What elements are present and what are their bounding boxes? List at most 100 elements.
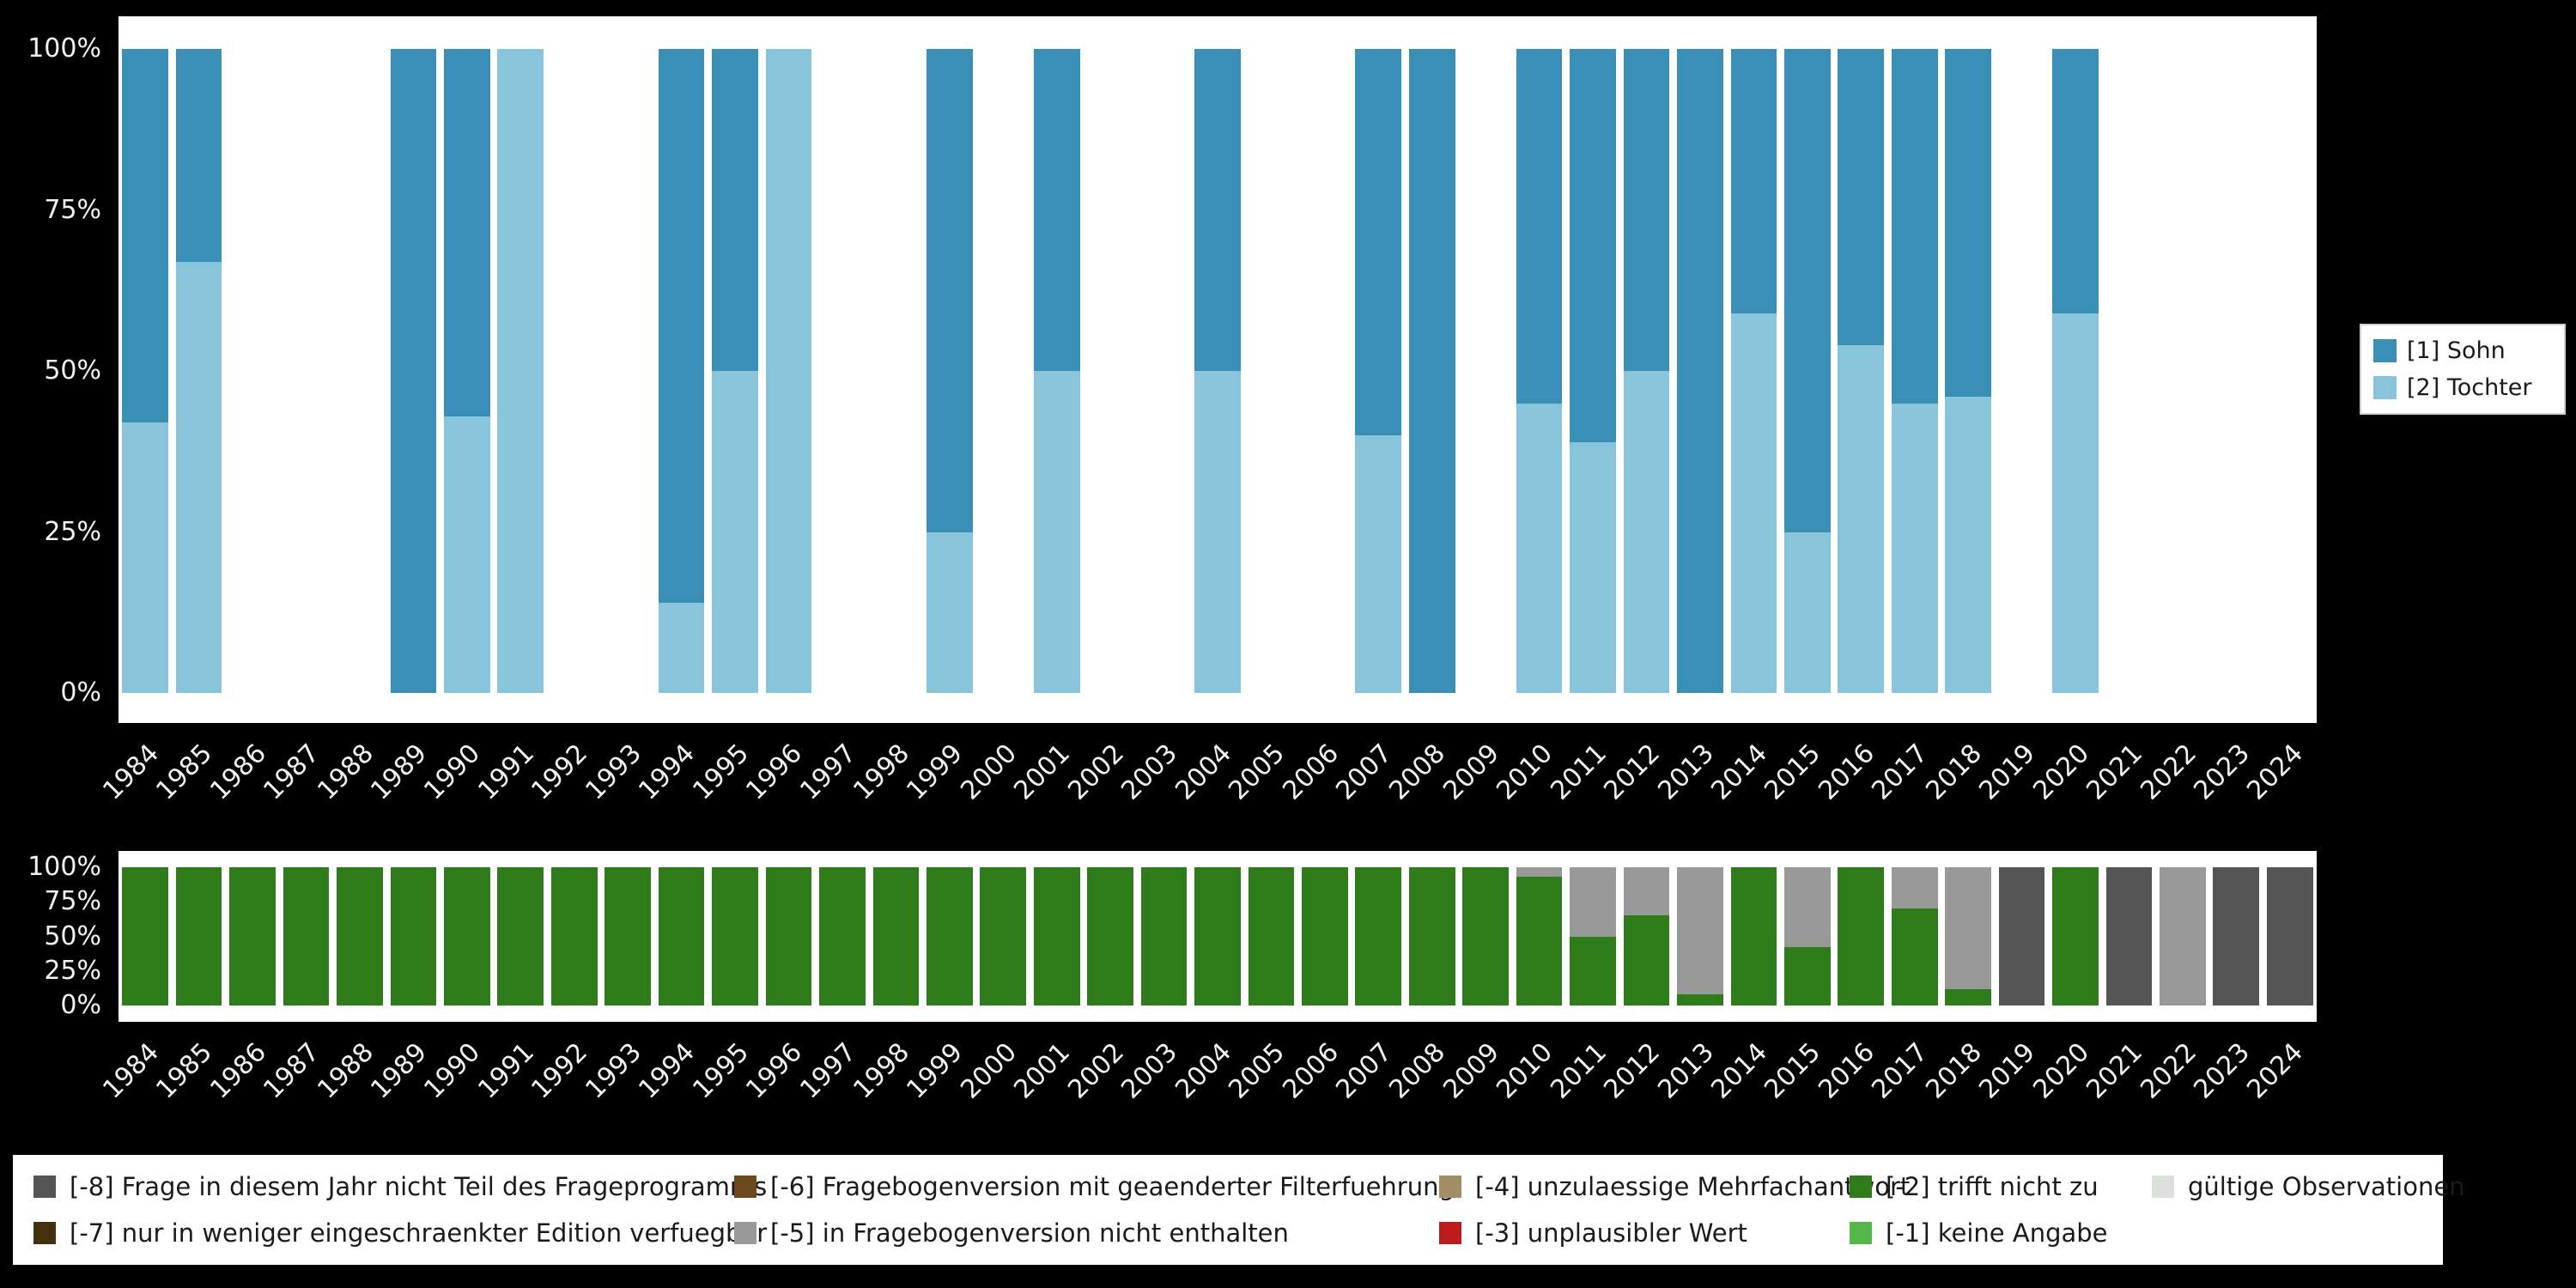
bar-segment (1033, 49, 1080, 371)
bar-segment (1033, 867, 1080, 1005)
x-tick-text: 2019 (1973, 738, 2042, 806)
bar-segment (1783, 49, 1831, 532)
x-tick-text: 2003 (1115, 1036, 1184, 1105)
bar-2015 (1783, 867, 1831, 1005)
x-tick-text: 2004 (1169, 738, 1237, 806)
x-tick-text: 2016 (1813, 738, 1880, 806)
bar-segment (1033, 371, 1080, 693)
bar-segment (1623, 867, 1670, 916)
bar-segment (1677, 867, 1723, 995)
bar-segment (1194, 371, 1241, 693)
bar-segment (122, 422, 169, 693)
x-tick-text: 1999 (901, 738, 969, 806)
x-tick-text: 2021 (2081, 738, 2149, 806)
bar-segment (658, 49, 705, 603)
bar-1995 (712, 49, 758, 693)
x-tick-text: 1993 (580, 738, 647, 806)
bar-2016 (1838, 867, 1885, 1005)
bar-segment (1516, 877, 1563, 1005)
bar-segment (550, 867, 598, 1005)
x-tick-text: 2016 (1813, 1036, 1880, 1105)
bar-segment (1570, 49, 1616, 442)
bar-segment (1891, 908, 1938, 1005)
x-tick-text: 1985 (150, 738, 219, 806)
bar-2012 (1623, 867, 1670, 1005)
bar-segment (122, 867, 169, 1005)
bar-segment (1730, 313, 1777, 693)
bar-segment (1408, 49, 1455, 693)
bar-2013 (1677, 867, 1723, 1005)
x-tick-text: 1995 (686, 738, 755, 806)
x-tick-text: 2023 (2188, 738, 2256, 806)
y-tick-label: 0% (60, 677, 101, 708)
bar-2002 (1087, 867, 1133, 1005)
bar-2020 (2052, 867, 2099, 1005)
bar-segment (1783, 532, 1831, 693)
x-tick-text: 2007 (1330, 1036, 1398, 1105)
bar-2007 (1355, 49, 1402, 693)
bar-segment (444, 867, 490, 1005)
x-tick-text: 1998 (848, 1036, 915, 1105)
bar-2001 (1033, 867, 1080, 1005)
x-tick-text: 2004 (1169, 1036, 1237, 1105)
x-tick-text: 1990 (418, 738, 487, 806)
bar-segment (1140, 867, 1188, 1005)
x-tick-text: 1994 (633, 1036, 702, 1105)
x-tick-text: 1992 (526, 1036, 594, 1105)
bar-segment (1891, 867, 1938, 909)
x-tick-text: 2024 (2241, 1036, 2310, 1105)
y-tick-label: 0% (60, 990, 101, 1020)
x-tick-text: 1991 (472, 738, 540, 806)
bar-segment (1891, 49, 1938, 404)
bar-2019 (1998, 867, 2045, 1005)
missings-chart-panel (118, 851, 2317, 1022)
bar-1999 (926, 867, 973, 1005)
bar-1991 (497, 49, 544, 693)
bar-1988 (337, 867, 383, 1005)
x-tick-text: 1987 (258, 738, 326, 806)
y-tick-label: 75% (44, 886, 101, 917)
bar-segment (283, 867, 330, 1005)
bar-2007 (1355, 867, 1402, 1005)
bar-segment (1516, 49, 1563, 404)
bar-2024 (2266, 867, 2313, 1005)
bar-segment (658, 867, 705, 1005)
bar-segment (926, 532, 973, 693)
x-tick-text: 2001 (1008, 738, 1077, 806)
values-chart-panel (118, 16, 2317, 723)
bar-segment (444, 49, 490, 416)
bar-1993 (605, 867, 651, 1005)
bar-2018 (1945, 867, 1991, 1005)
x-tick-text: 1992 (526, 738, 594, 806)
x-tick-text: 2023 (2188, 1036, 2256, 1105)
missing-codes-legend: [-8] Frage in diesem Jahr nicht Teil des… (13, 1155, 2465, 1265)
y-tick-label: 100% (27, 33, 101, 64)
bar-segment (1194, 867, 1241, 1005)
legend-item: [-4] unzulaessige Mehrfachantwort (1439, 1172, 1910, 1201)
x-tick-text: 2013 (1651, 738, 1720, 806)
x-tick-text: 2005 (1223, 738, 1291, 806)
bar-segment (1623, 371, 1670, 693)
x-tick-text: 2008 (1383, 738, 1452, 806)
bar-segment (1248, 867, 1295, 1005)
x-tick-text: 1989 (365, 738, 434, 806)
bar-segment (1355, 435, 1402, 693)
values-chart-y-axis: 0% 25% 50% 75% 100% (0, 36, 108, 706)
bar-2016 (1838, 49, 1885, 693)
bar-segment (1783, 867, 1831, 948)
x-tick-text: 1986 (204, 738, 272, 806)
x-tick-text: 1984 (97, 1036, 165, 1105)
bar-segment (2052, 49, 2099, 313)
x-tick-text: 2012 (1598, 1036, 1667, 1105)
missings-chart-x-axis: 1984 1985 1986 1987 1988 1989 1990 1991 1992 1993… (97, 1030, 2317, 1146)
x-tick-text: 2013 (1651, 1036, 1720, 1105)
bar-2018 (1945, 49, 1991, 693)
bar-1997 (819, 867, 866, 1005)
legend-label: [2] Tochter (2407, 374, 2532, 401)
bar-2003 (1140, 867, 1188, 1005)
values-chart-plot (118, 49, 2317, 693)
x-tick-text: 2020 (2026, 738, 2095, 806)
bar-segment (1730, 867, 1777, 1005)
y-tick-label: 75% (44, 194, 101, 225)
bar-segment (980, 867, 1027, 1005)
